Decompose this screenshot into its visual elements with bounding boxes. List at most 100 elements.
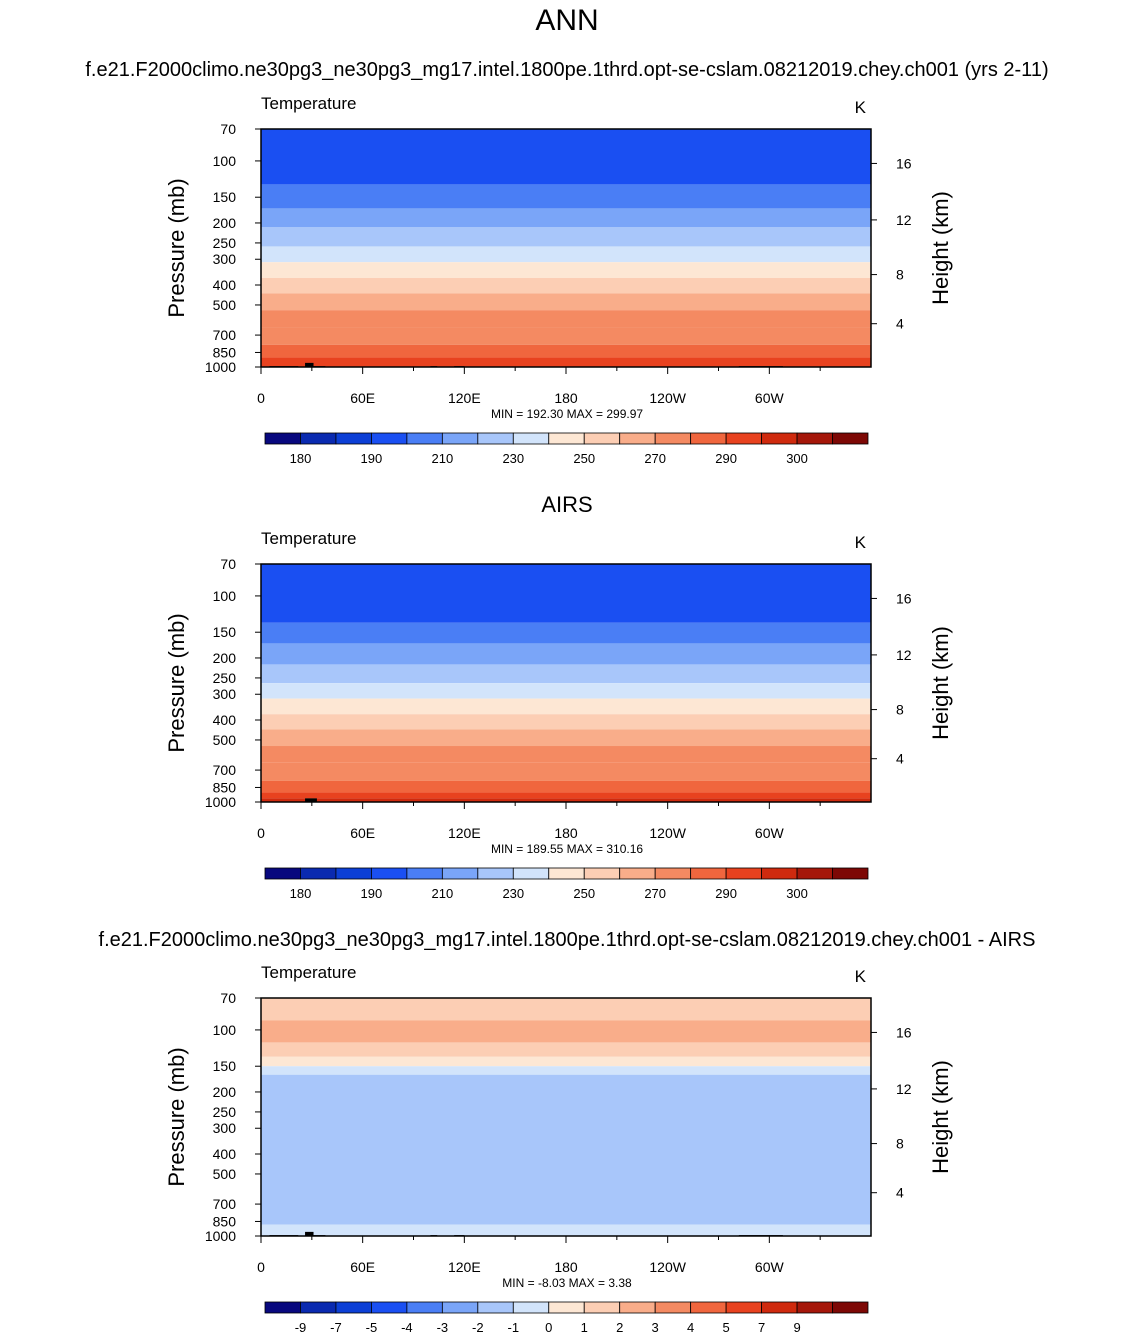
right-tick-label: 8 [896,267,904,283]
colorbar-swatch [300,1301,337,1314]
min-max-stats: MIN = 189.55 MAX = 310.16 [491,842,643,856]
x-tick-label: 180 [554,1259,578,1275]
colorbar-swatch [654,1301,692,1314]
colorbar-swatch [406,432,443,445]
contour-band [261,327,871,345]
panel-title: AIRS [541,492,592,517]
contour-band [261,762,871,781]
x-tick-label: 60E [350,825,375,841]
colorbar-swatch [548,867,585,880]
contour-band [261,698,871,715]
y-tick-label: 70 [220,990,236,1006]
colorbar-label: 3 [652,1320,659,1334]
y-tick-label: 500 [213,732,237,748]
colorbar-swatch [690,1301,727,1314]
colorbar-label: 300 [786,451,808,466]
y-tick-label: 850 [213,779,237,795]
right-tick-label: 16 [896,1024,912,1040]
x-tick-label: 60W [755,390,785,406]
colorbar-swatch [512,867,550,880]
colorbar-swatch [796,867,833,880]
colorbar-swatch [725,867,762,880]
contour-band [261,227,871,247]
y-tick-label: 700 [213,762,237,778]
y-tick-label: 100 [213,588,237,604]
x-tick-label: 120E [448,825,481,841]
colorbar-swatch [619,432,656,445]
contour-band [261,643,871,665]
colorbar-label: 190 [361,451,383,466]
contour-band [261,729,871,747]
contour-band [261,293,871,311]
colorbar-swatch [441,1301,479,1314]
colorbar-swatch [619,1301,656,1314]
colorbar-swatch [548,432,585,445]
y-tick-label: 400 [213,1146,237,1162]
colorbar-swatch [406,1301,443,1314]
colorbar-label: 1 [581,1320,588,1334]
units-label: K [855,533,867,552]
right-tick-label: 4 [896,751,904,767]
colorbar-swatch [477,867,514,880]
contour-band [261,208,871,228]
colorbar-swatch [335,1301,372,1314]
colorbar-swatch [300,432,337,445]
colorbar-swatch [796,1301,833,1314]
panel-title: f.e21.F2000climo.ne30pg3_ne30pg3_mg17.in… [99,929,1036,951]
contour-band [261,622,871,644]
colorbar-label: 210 [432,886,454,901]
contour-band [261,780,871,793]
colorbar-label: 180 [290,886,312,901]
y-tick-label: 70 [220,121,236,137]
contour-band [261,714,871,730]
colorbar-label: 4 [687,1320,694,1334]
right-tick-label: 12 [896,1081,912,1097]
y-axis-title: Pressure (mb) [164,1047,189,1186]
right-axis-title: Height (km) [928,1060,953,1174]
y-tick-label: 250 [213,670,237,686]
colorbar-swatch [512,1301,550,1314]
colorbar-label: 0 [545,1320,552,1334]
x-tick-label: 120W [649,1259,686,1275]
colorbar-swatch [832,432,869,445]
colorbar-label: 250 [573,451,595,466]
y-tick-label: 100 [213,153,237,169]
contour-band [261,344,871,358]
colorbar-label: 290 [715,886,737,901]
colorbar-label: 9 [793,1320,800,1334]
colorbar-swatch [583,867,621,880]
colorbar-swatch [371,432,408,445]
contour-band [261,184,871,209]
y-axis-title: Pressure (mb) [164,178,189,317]
right-tick-label: 16 [896,590,912,606]
y-tick-label: 300 [213,251,237,267]
colorbar-swatch [583,432,621,445]
colorbar-swatch [548,1301,585,1314]
y-tick-label: 250 [213,1104,237,1120]
y-tick-label: 700 [213,327,237,343]
colorbar-label: -4 [401,1320,413,1334]
units-label: K [855,98,867,117]
x-tick-label: 0 [257,390,265,406]
right-tick-label: 4 [896,1185,904,1201]
x-tick-label: 0 [257,825,265,841]
x-tick-label: 180 [554,825,578,841]
contour-band [261,664,871,684]
y-tick-label: 200 [213,215,237,231]
colorbar-swatch [761,432,798,445]
y-axis-title: Pressure (mb) [164,613,189,752]
contour-band [261,262,871,279]
y-tick-label: 70 [220,556,236,572]
contour-band [261,792,871,799]
colorbar-label: 180 [290,451,312,466]
y-tick-label: 300 [213,1120,237,1136]
colorbar-swatch [725,1301,762,1314]
land-mask [305,1231,314,1236]
case-title: f.e21.F2000climo.ne30pg3_ne30pg3_mg17.in… [85,59,1048,81]
x-tick-label: 120E [448,1259,481,1275]
contour-band [261,246,871,263]
colorbar-label: -7 [330,1320,342,1334]
panel-3: f.e21.F2000climo.ne30pg3_ne30pg3_mg17.in… [99,929,1036,1334]
